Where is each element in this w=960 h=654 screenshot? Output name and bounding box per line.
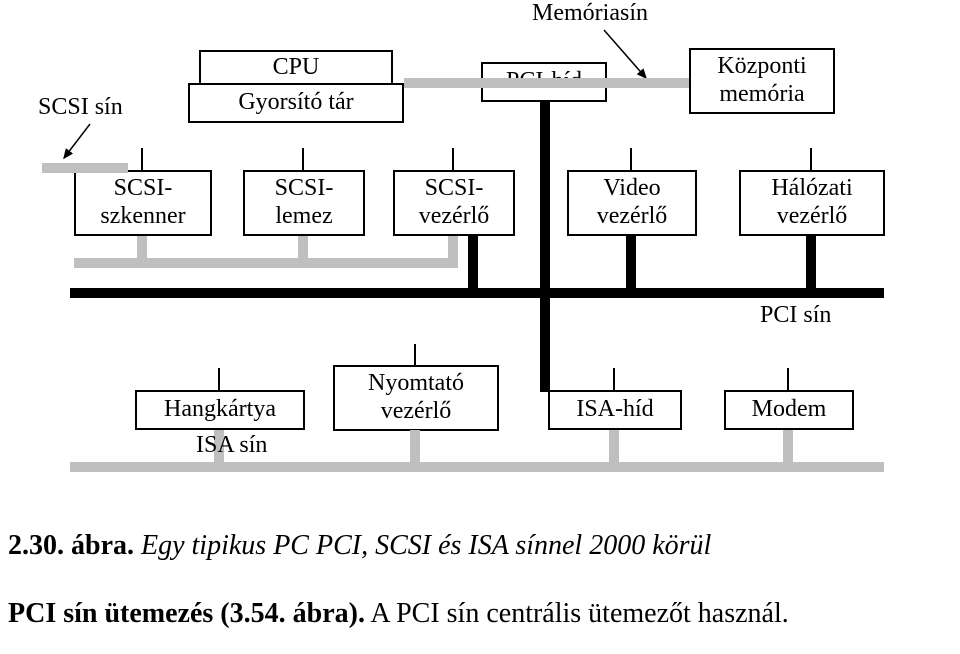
- isa-bridge-to-pci: [540, 296, 550, 392]
- video-to-pci: [626, 236, 636, 298]
- scsi-ctrl-box: SCSI- vezérlő: [393, 170, 515, 236]
- modem-to-isa: [783, 430, 793, 466]
- caption-fig-no: 2.30. ábra.: [8, 530, 134, 561]
- main-memory-box: Központi memória: [689, 48, 835, 114]
- printer-to-isa: [410, 430, 420, 466]
- scsi-scanner-l1: SCSI-: [114, 175, 173, 203]
- scsi-scanner-l2: szkenner: [100, 203, 185, 231]
- cpu-box: CPU: [199, 50, 393, 86]
- main-memory-l2: memória: [719, 81, 804, 109]
- printer-l2: vezérlő: [381, 398, 452, 426]
- printer-box: Nyomtató vezérlő: [333, 365, 499, 431]
- isa-bus-label: ISA sín: [196, 432, 267, 460]
- main-memory-l1: Központi: [717, 53, 806, 81]
- scsi-disk-box: SCSI- lemez: [243, 170, 365, 236]
- caption-text: Egy tipikus PC PCI, SCSI és ISA sínnel 2…: [134, 530, 711, 561]
- figure-caption: 2.30. ábra. Egy tipikus PC PCI, SCSI és …: [8, 530, 711, 562]
- isa-bridge-stub: [613, 368, 615, 390]
- scsi-disk-stub: [302, 148, 304, 170]
- scsi-ctrl-l2: vezérlő: [419, 203, 490, 231]
- cache-text: Gyorsító tár: [238, 89, 353, 117]
- video-ctrl-l1: Video: [603, 175, 660, 203]
- modem-stub: [787, 368, 789, 390]
- video-ctrl-stub: [630, 148, 632, 170]
- subtext: PCI sín ütemezés (3.54. ábra). A PCI sín…: [8, 598, 789, 630]
- memory-bus-line: [404, 78, 689, 88]
- mem-bus-label: Memóriasín: [532, 0, 648, 28]
- net-ctrl-box: Hálózati vezérlő: [739, 170, 885, 236]
- scsi-bus-line: [42, 163, 128, 173]
- cpu-text: CPU: [273, 54, 320, 82]
- net-ctrl-l1: Hálózati: [771, 175, 852, 203]
- modem-box: Modem: [724, 390, 854, 430]
- scsi-ctrl-l1: SCSI-: [425, 175, 484, 203]
- printer-l1: Nyomtató: [368, 370, 464, 398]
- sound-stub: [218, 368, 220, 390]
- scsi-ctrl-stub: [452, 148, 454, 170]
- isa-bridge-to-isa: [609, 430, 619, 466]
- video-ctrl-l2: vezérlő: [597, 203, 668, 231]
- scsi-scanner-box: SCSI- szkenner: [74, 170, 212, 236]
- subtext-b: A PCI sín centrális ütemezőt használ.: [365, 598, 789, 629]
- scsi-bus-label: SCSI sín: [38, 94, 123, 122]
- net-ctrl-stub: [810, 148, 812, 170]
- pci-bridge-to-pci: [540, 102, 550, 298]
- scsi-scanner-stub: [141, 148, 143, 170]
- net-to-pci: [806, 236, 816, 298]
- diagram-canvas: Memóriasín CPU Gyorsító tár PCI-híd Közp…: [0, 0, 960, 654]
- printer-stub: [414, 344, 416, 366]
- cache-box: Gyorsító tár: [188, 83, 404, 123]
- scsi-bus-horizontal: [74, 258, 458, 268]
- net-ctrl-l2: vezérlő: [777, 203, 848, 231]
- pci-bus-label: PCI sín: [760, 302, 831, 330]
- scsi-ctrl-to-pci: [468, 236, 478, 298]
- isa-bridge-box: ISA-híd: [548, 390, 682, 430]
- sound-text: Hangkártya: [164, 396, 276, 424]
- isa-bridge-text: ISA-híd: [576, 396, 653, 424]
- modem-text: Modem: [752, 396, 827, 424]
- subtext-a: PCI sín ütemezés (3.54. ábra).: [8, 598, 365, 629]
- scsi-disk-l1: SCSI-: [275, 175, 334, 203]
- sound-box: Hangkártya: [135, 390, 305, 430]
- scsi-disk-l2: lemez: [275, 203, 332, 231]
- video-ctrl-box: Video vezérlő: [567, 170, 697, 236]
- isa-bus-line: [70, 462, 884, 472]
